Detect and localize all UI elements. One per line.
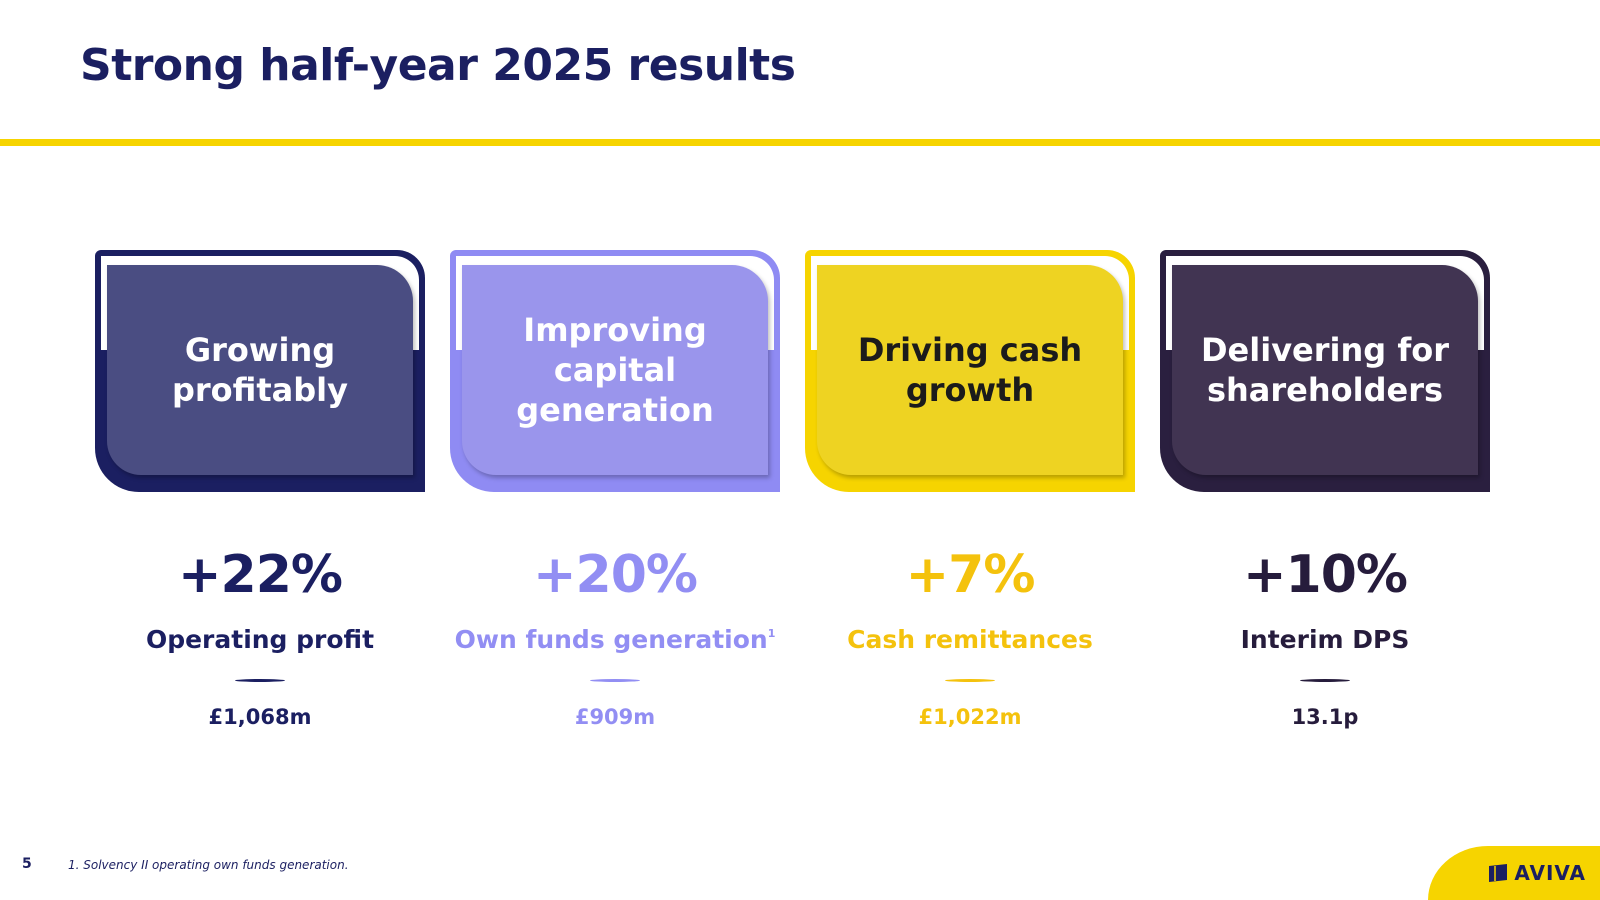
card-face: Improving capital generation (462, 265, 768, 475)
metric-text: Interim DPS (1240, 625, 1410, 654)
change-percent: +7% (905, 545, 1036, 605)
metric-amount: £909m (574, 705, 656, 729)
change-percent: +10% (1242, 545, 1408, 605)
footnote: 1. Solvency II operating own funds gener… (68, 858, 349, 872)
slide-title: Strong half-year 2025 results (80, 40, 796, 91)
metric-text: Cash remittances (847, 625, 1093, 654)
pillar-improving-capital-generation: Improving capital generation +20% Own fu… (450, 250, 780, 740)
pillar-growing-profitably: Growing profitably +22% Operating profit… (95, 250, 425, 740)
metric-amount: £1,068m (208, 705, 312, 729)
pillar-card: Growing profitably (95, 250, 425, 492)
metric-label: Own funds generation1 (450, 625, 780, 654)
pillar-heading: Delivering for shareholders (1200, 331, 1450, 409)
pillar-card: Driving cash growth (805, 250, 1135, 492)
card-face: Delivering for shareholders (1172, 265, 1478, 475)
metric-divider (1300, 679, 1350, 682)
aviva-logo: AVIVA (1428, 846, 1600, 900)
pillar-driving-cash-growth: Driving cash growth +7% Cash remittances… (805, 250, 1135, 740)
metric-amount: £1,022m (918, 705, 1022, 729)
pillar-heading: Driving cash growth (857, 331, 1083, 409)
pillar-heading: Growing profitably (171, 331, 348, 409)
change-percent: +20% (532, 545, 698, 605)
metric-divider (590, 679, 640, 682)
page-number: 5 (22, 856, 32, 872)
title-divider (0, 139, 1600, 146)
metric-amount: 13.1p (1291, 705, 1359, 729)
pillar-card: Delivering for shareholders (1160, 250, 1490, 492)
change-percent: +22% (177, 545, 343, 605)
pillar-heading: Improving capital generation (516, 311, 714, 429)
metric-label: Cash remittances (805, 625, 1135, 654)
pillar-card: Improving capital generation (450, 250, 780, 492)
card-face: Driving cash growth (817, 265, 1123, 475)
metric-label: Operating profit (95, 625, 425, 654)
metric-text: Own funds generation (454, 625, 768, 654)
footnote-marker: 1 (767, 627, 776, 640)
metric-divider (945, 679, 995, 682)
metric-divider (235, 679, 285, 682)
logo-wordmark: AVIVA (1514, 861, 1586, 885)
metric-text: Operating profit (145, 625, 375, 654)
card-face: Growing profitably (107, 265, 413, 475)
metric-label: Interim DPS (1160, 625, 1490, 654)
aviva-flag-icon (1489, 864, 1508, 882)
pillar-delivering-for-shareholders: Delivering for shareholders +10% Interim… (1160, 250, 1490, 740)
